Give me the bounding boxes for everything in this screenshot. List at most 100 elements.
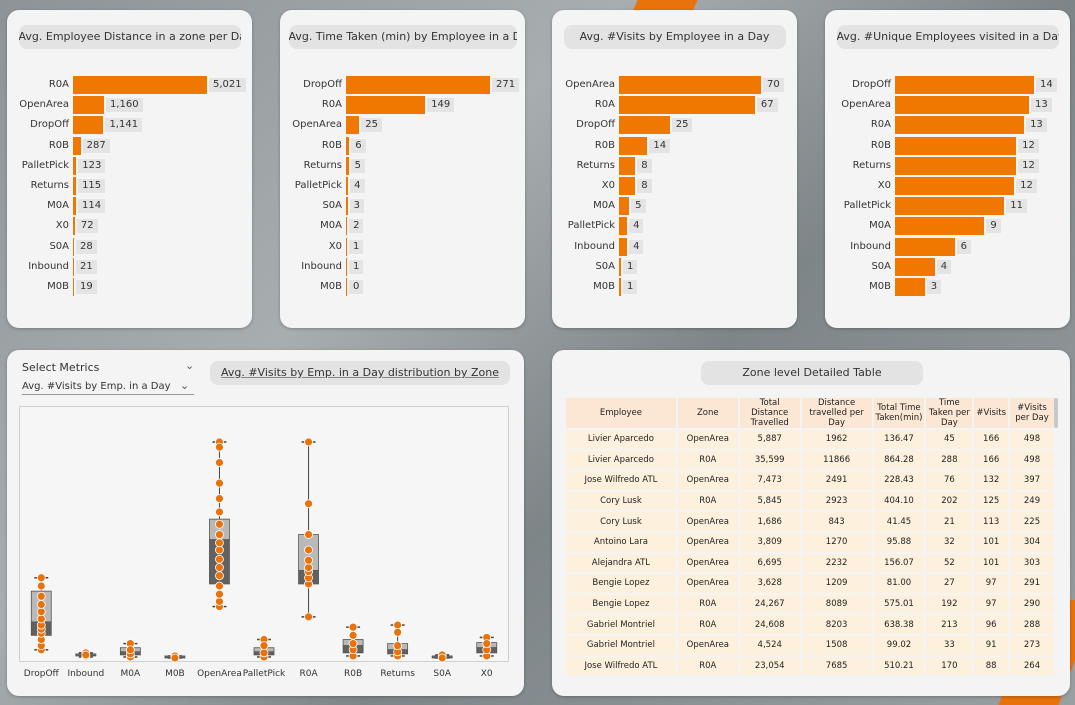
data-point [259, 648, 269, 658]
bar[interactable] [73, 217, 75, 236]
table-row[interactable]: Gabriel Montriel OpenArea 4,524 1508 99.02 33… [566, 635, 1054, 655]
bar[interactable] [895, 116, 1025, 135]
column-header[interactable]: Total Distance Travelled [739, 398, 800, 428]
table-cell: Livier Aparcedo [566, 430, 676, 449]
bar[interactable] [619, 116, 670, 135]
bar-category-label: Inbound [28, 260, 69, 272]
data-point [348, 630, 358, 640]
boxplot-title: Avg. #Visits by Emp. in a Day distributi… [210, 361, 510, 385]
bar[interactable] [346, 278, 347, 296]
table-cell: 510.21 [873, 656, 925, 676]
bar[interactable] [895, 76, 1034, 94]
bar[interactable] [73, 96, 104, 115]
table-row[interactable]: Livier Aparcedo OpenArea 5,887 1962 136.47 45… [566, 430, 1054, 449]
bar-category-label: Inbound [850, 240, 891, 252]
table-cell: Bengie Lopez [566, 594, 676, 614]
table-cell: R0A [677, 615, 738, 634]
scrollbar[interactable] [1054, 398, 1058, 428]
table-row[interactable]: Jose Wilfredo ATL R0A 23,054 7685 510.21 170 8… [566, 656, 1054, 676]
bar[interactable] [346, 76, 490, 94]
chevron-down-icon[interactable]: ⌄ [180, 379, 190, 392]
chevron-down-icon[interactable]: ⌄ [185, 359, 195, 372]
column-header[interactable]: #Visits per Day [1010, 398, 1054, 428]
bar[interactable] [346, 136, 350, 155]
bar-value-label: 115 [78, 179, 106, 193]
table-cell: 225 [1010, 512, 1054, 531]
x-tick-label: OpenArea [197, 669, 242, 679]
bar[interactable] [895, 217, 985, 236]
table-cell: 2232 [801, 553, 872, 573]
table-cell: 166 [974, 450, 1008, 470]
column-header[interactable]: Time Taken per Day [926, 398, 973, 428]
data-point [215, 519, 224, 529]
x-tick-label: Inbound [67, 669, 104, 679]
boxplot-chart: DropOff Inbound M0A M0B OpenArea PalletPick R0… [19, 406, 509, 679]
bar[interactable] [619, 197, 630, 216]
bar[interactable] [619, 76, 761, 94]
bar[interactable] [346, 156, 349, 175]
table-cell: 8089 [801, 594, 872, 614]
bar[interactable] [73, 197, 77, 216]
bar[interactable] [346, 116, 360, 135]
bar[interactable] [895, 278, 925, 296]
bar[interactable] [895, 177, 1015, 195]
detail-table-container[interactable]: Employee Zone Total Distance Travelled Dist… [564, 396, 1056, 688]
table-row[interactable]: Antoino Lara OpenArea 3,809 1270 95.88 32 101 3… [566, 532, 1054, 552]
bar-value-label: 1,141 [105, 118, 143, 133]
table-cell: 273 [1010, 635, 1054, 655]
metric-select[interactable]: Avg. #Visits by Emp. in a Day [22, 381, 194, 395]
table-row[interactable]: Livier Aparcedo R0A 35,599 11866 864.28 288 16… [566, 450, 1054, 470]
bar[interactable] [73, 257, 74, 276]
boxplot-card: Select Metrics ⌄ Avg. #Visits by Emp. in… [7, 350, 524, 696]
table-row[interactable]: Gabriel Montriel R0A 24,608 8203 638.38 213 96… [566, 615, 1054, 634]
bar[interactable] [346, 217, 348, 236]
bar[interactable] [346, 197, 348, 216]
bar[interactable] [895, 237, 955, 256]
table-row[interactable]: Cory Lusk OpenArea 1,686 843 41.45 21 113 225 [566, 512, 1054, 531]
bar[interactable] [73, 278, 74, 296]
table-cell: 170 [926, 656, 973, 676]
bar[interactable] [619, 257, 622, 276]
table-row[interactable]: Bengie Lopez R0A 24,267 8089 575.01 192 97 290 [566, 594, 1054, 614]
bar[interactable] [346, 96, 426, 115]
bar[interactable] [895, 156, 1017, 175]
data-point [393, 641, 403, 651]
column-header[interactable]: #Visits [974, 398, 1008, 428]
bar[interactable] [346, 237, 347, 256]
bar[interactable] [619, 96, 755, 115]
bar-category-label: PalletPick [21, 159, 69, 171]
bar[interactable] [346, 177, 349, 195]
bar[interactable] [73, 116, 104, 135]
table-row[interactable]: Jose Wilfredo ATL OpenArea 7,473 2491 228.43… [566, 471, 1054, 490]
bar[interactable] [895, 197, 1005, 216]
bar[interactable] [346, 257, 347, 276]
bar-category-label: S0A [871, 260, 891, 272]
bar[interactable] [619, 156, 636, 175]
column-header[interactable]: Distance travelled per Day [801, 398, 872, 428]
bar[interactable] [619, 177, 636, 195]
bar-category-label: R0A [48, 79, 69, 90]
column-header[interactable]: Employee [566, 398, 676, 428]
bar[interactable] [619, 217, 628, 236]
bar[interactable] [73, 177, 77, 195]
table-row[interactable]: Cory Lusk R0A 5,845 2923 404.10 202 125 249 [566, 491, 1054, 511]
bar[interactable] [895, 257, 935, 276]
bar[interactable] [619, 136, 648, 155]
bar-category-label: S0A [322, 200, 342, 212]
bar[interactable] [895, 136, 1017, 155]
bar-value-label: 25 [671, 118, 693, 133]
bar[interactable] [73, 136, 81, 155]
bar[interactable] [895, 96, 1030, 115]
column-header[interactable]: Total Time Taken(min) [873, 398, 925, 428]
bar-value-label: 271 [492, 78, 520, 92]
bar[interactable] [73, 156, 77, 175]
bar[interactable] [73, 76, 207, 94]
table-cell: 7685 [801, 656, 872, 676]
bar[interactable] [619, 237, 628, 256]
bar[interactable] [73, 237, 74, 256]
column-header[interactable]: Zone [677, 398, 738, 428]
bar[interactable] [619, 278, 622, 296]
bar-category-label: Returns [303, 159, 342, 171]
table-row[interactable]: Bengie Lopez OpenArea 3,628 1209 81.00 27 97 29… [566, 574, 1054, 593]
table-row[interactable]: Alejandra ATL OpenArea 6,695 2232 156.07 52 10… [566, 553, 1054, 573]
